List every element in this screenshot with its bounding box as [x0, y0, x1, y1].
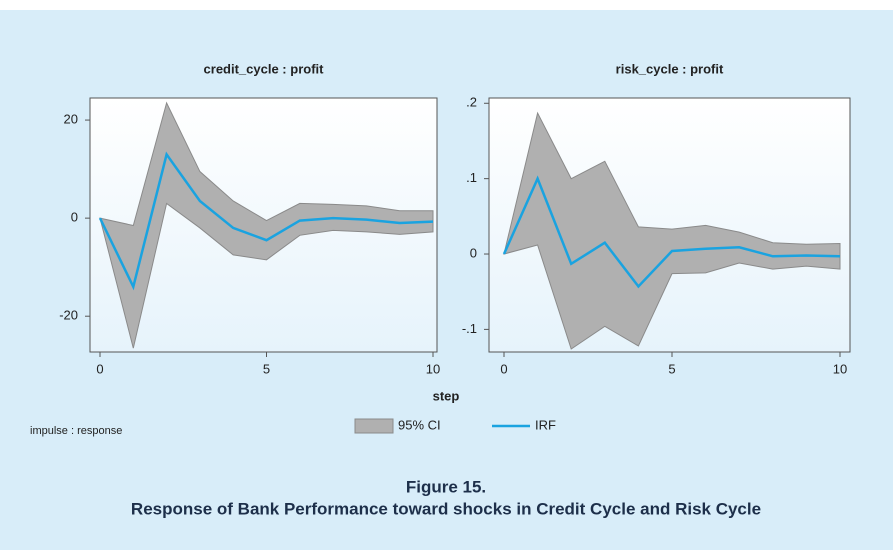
irf-line [502, 175, 841, 289]
x-tick-label: 0 [96, 361, 103, 376]
panel-title: credit_cycle : profit [204, 61, 325, 76]
y-tick-label: 0 [71, 210, 78, 225]
y-tick-label: -.1 [462, 321, 477, 336]
x-axis-label: step [433, 388, 460, 403]
legend-label: 95% CI [398, 417, 441, 432]
irf-line [98, 151, 434, 291]
y-tick-label: 0 [470, 245, 477, 260]
note: impulse : response [30, 425, 122, 437]
legend-swatch-ci [354, 418, 394, 434]
caption-label: Figure 15. [406, 477, 486, 496]
y-tick-label: .2 [466, 95, 477, 110]
y-tick-label: .1 [466, 170, 477, 185]
x-tick-label: 10 [426, 361, 440, 376]
legend-label: IRF [535, 417, 556, 432]
ci-band [99, 101, 434, 349]
x-tick-label: 5 [263, 361, 270, 376]
x-tick-label: 10 [833, 361, 847, 376]
y-tick-label: 20 [64, 112, 78, 127]
caption-text: Response of Bank Performance toward shoc… [131, 499, 761, 518]
y-tick-label: -20 [59, 308, 78, 323]
panel-title: risk_cycle : profit [616, 61, 724, 76]
x-tick-label: 0 [500, 361, 507, 376]
x-tick-label: 5 [668, 361, 675, 376]
